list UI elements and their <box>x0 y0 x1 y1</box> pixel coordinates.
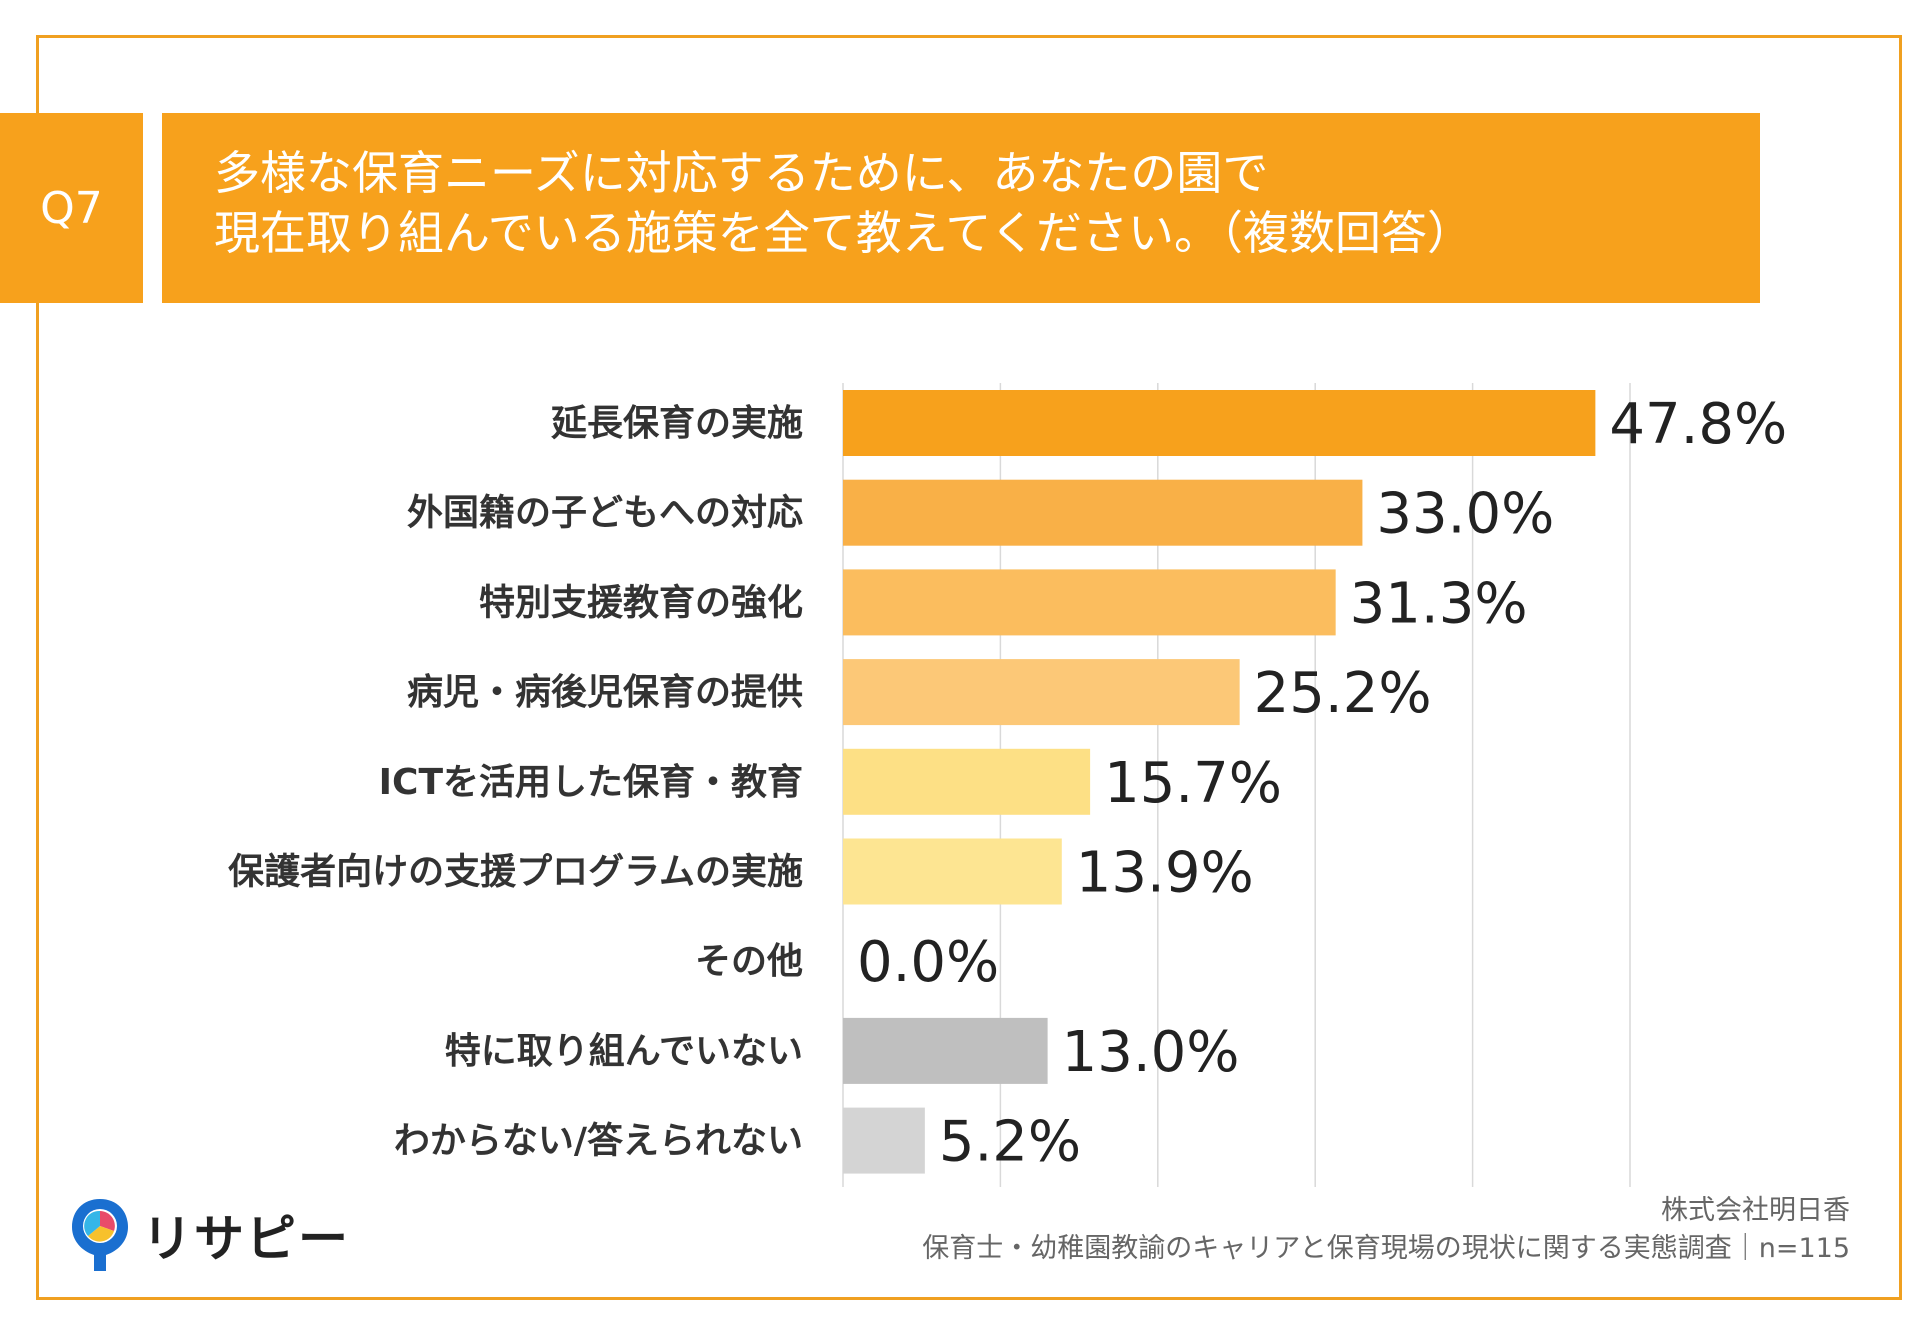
bar-0 <box>843 390 1596 456</box>
value-label-0: 47.8% <box>1609 392 1787 457</box>
bar-1 <box>843 479 1363 546</box>
value-label-2: 31.3% <box>1350 571 1528 636</box>
value-label-3: 25.2% <box>1254 661 1432 726</box>
logo-text: リサピー <box>142 1210 350 1268</box>
bar-2 <box>843 569 1336 636</box>
value-label-1: 33.0% <box>1376 482 1554 547</box>
value-label-8: 5.2% <box>939 1110 1081 1175</box>
logo: リサピー <box>68 1195 350 1275</box>
bar-3 <box>843 659 1240 726</box>
chart-frame <box>36 35 1902 1300</box>
footer: 株式会社明日香 保育士・幼稚園教諭のキャリアと保育現場の現状に関する実態調査｜n… <box>922 1192 1850 1268</box>
bar-5 <box>843 838 1062 905</box>
category-label-2: 特別支援教育の強化 <box>479 582 803 623</box>
category-label-7: 特に取り組んでいない <box>445 1031 803 1072</box>
question-title-box: 多様な保育ニーズに対応するために、あなたの園で 現在取り組んでいる施策を全て教え… <box>162 113 1760 303</box>
category-label-8: わからない/答えられない <box>394 1121 803 1162</box>
bar-4 <box>843 748 1091 815</box>
category-label-6: その他 <box>695 941 803 982</box>
category-label-5: 保護者向けの支援プログラムの実施 <box>228 852 803 893</box>
question-title-line-1: 多様な保育ニーズに対応するために、あなたの園で <box>214 146 1269 200</box>
category-label-1: 外国籍の子どもへの対応 <box>407 493 803 534</box>
category-label-0: 延長保育の実施 <box>551 403 803 444</box>
category-label-4: ICTを活用した保育・教育 <box>379 762 803 803</box>
question-title-line-2: 現在取り組んでいる施策を全て教えてください。（複数回答） <box>214 206 1474 260</box>
logo-pin-icon <box>72 1199 128 1271</box>
category-label-3: 病児・病後児保育の提供 <box>407 672 803 713</box>
footer-survey: 保育士・幼稚園教諭のキャリアと保育現場の現状に関する実態調査｜n=115 <box>922 1233 1850 1264</box>
value-label-6: 0.0% <box>857 930 999 995</box>
value-label-4: 15.7% <box>1104 751 1282 816</box>
bar-8 <box>843 1107 925 1174</box>
value-label-7: 13.0% <box>1062 1020 1240 1085</box>
bar-7 <box>843 1017 1048 1084</box>
question-number-badge: Q7 <box>0 113 143 303</box>
value-label-5: 13.9% <box>1076 841 1254 906</box>
question-number: Q7 <box>40 182 103 234</box>
footer-company: 株式会社明日香 <box>1661 1195 1850 1226</box>
